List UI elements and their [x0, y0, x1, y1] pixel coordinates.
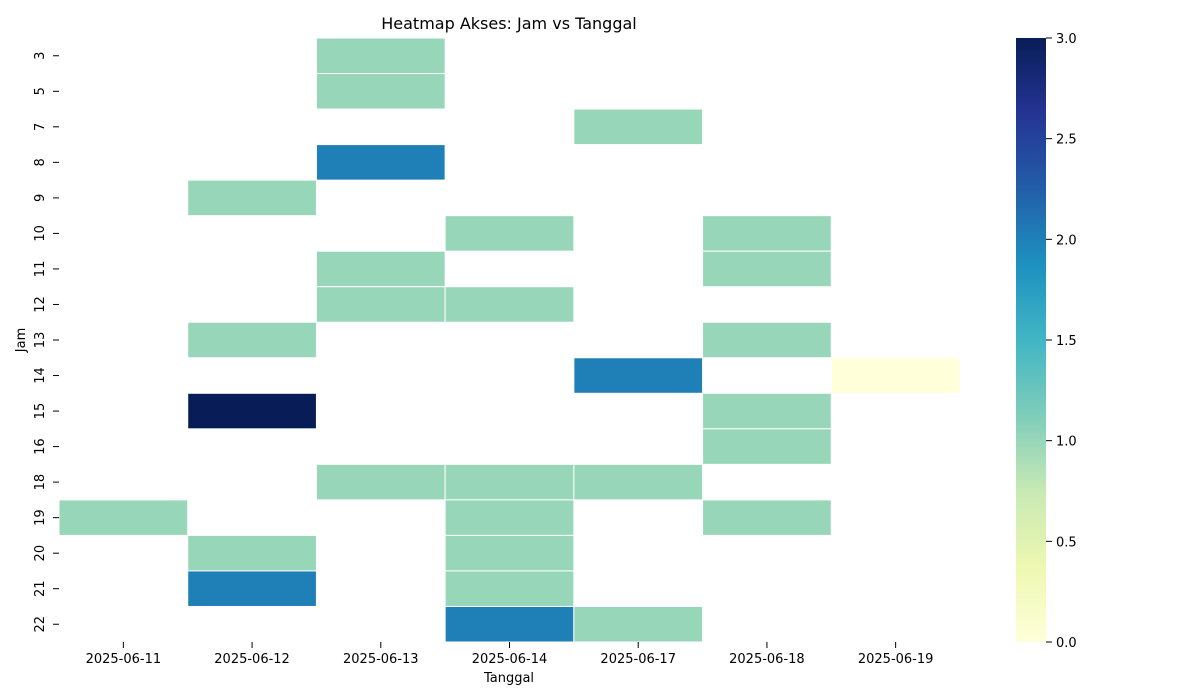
y-tick-label: 7	[33, 123, 48, 131]
heatmap-cell	[444, 215, 575, 252]
y-tick-label: 20	[33, 545, 48, 562]
colorbar-tick-label: 0.0	[1056, 636, 1077, 651]
heatmap-cell	[444, 499, 575, 536]
colorbar-tick-label: 1.0	[1056, 435, 1077, 450]
y-tick-label: 21	[33, 580, 48, 597]
colorbar-ticks: 0.0 0.5 1.0 1.5 2.0 2.5 3.0	[1046, 32, 1077, 651]
heatmap-cell	[444, 534, 575, 572]
heatmap-cell	[187, 570, 317, 607]
heatmap-cell	[315, 250, 446, 288]
heatmap-cell	[573, 357, 704, 394]
y-tick-label: 13	[33, 332, 48, 349]
heatmap-cell	[702, 321, 832, 359]
heatmap-cell	[315, 463, 446, 501]
heatmap-cell	[315, 73, 446, 110]
heatmap-cell	[702, 215, 832, 252]
x-tick-label: 2025-06-12	[214, 652, 290, 667]
heatmap-cells	[58, 37, 961, 643]
heatmap-cell	[702, 499, 832, 536]
y-tick-label: 14	[33, 367, 48, 384]
y-tick-label: 5	[33, 87, 48, 95]
heatmap-cell	[573, 108, 704, 146]
y-axis-label: Jam	[14, 328, 29, 353]
colorbar-tick-label: 2.0	[1056, 233, 1077, 248]
x-axis-label: Tanggal	[483, 671, 534, 686]
y-tick-label: 11	[33, 261, 48, 278]
heatmap-cell	[702, 250, 832, 288]
heatmap-cell	[573, 463, 704, 501]
x-tick-label: 2025-06-17	[600, 652, 676, 667]
heatmap-cell	[444, 570, 575, 607]
heatmap-cell	[315, 144, 446, 181]
x-tick-label: 2025-06-14	[472, 652, 548, 667]
chart-title: Heatmap Akses: Jam vs Tanggal	[381, 14, 637, 33]
heatmap-cell	[444, 463, 575, 501]
y-tick-label: 9	[33, 194, 48, 202]
x-tick-label: 2025-06-13	[343, 652, 419, 667]
heatmap-cell	[187, 392, 317, 430]
y-tick-label: 8	[33, 158, 48, 166]
colorbar-tick-label: 1.5	[1056, 334, 1077, 349]
x-tick-label: 2025-06-11	[86, 652, 162, 667]
colorbar	[1016, 38, 1046, 642]
y-tick-label: 10	[33, 225, 48, 242]
heatmap-cell	[573, 605, 704, 643]
x-axis-ticks: 2025-06-11 2025-06-12 2025-06-13 2025-06-14…	[86, 642, 934, 667]
heatmap-cell	[315, 37, 446, 75]
y-tick-label: 16	[33, 438, 48, 455]
heatmap-cell	[315, 286, 446, 323]
heatmap-cell	[444, 605, 575, 643]
y-tick-label: 22	[33, 616, 48, 633]
x-tick-label: 2025-06-19	[858, 652, 934, 667]
x-tick-label: 2025-06-18	[729, 652, 805, 667]
colorbar-tick-label: 0.5	[1056, 535, 1077, 550]
y-tick-label: 12	[33, 296, 48, 313]
heatmap-cell	[187, 179, 317, 217]
y-axis-ticks: 3 5 7 8 9 10 11 12 13 14 15 16 18 19 20 21 22	[33, 52, 59, 633]
colorbar-tick-label: 2.5	[1056, 133, 1077, 148]
y-tick-label: 15	[33, 403, 48, 420]
y-tick-label: 3	[33, 52, 48, 60]
colorbar-tick-label: 3.0	[1056, 32, 1077, 47]
y-tick-label: 18	[33, 474, 48, 491]
heatmap-cell	[702, 428, 832, 465]
heatmap-cell	[444, 286, 575, 323]
heatmap-cell	[187, 534, 317, 572]
heatmap-cell	[187, 321, 317, 359]
heatmap-cell	[58, 499, 189, 536]
heatmap-cell	[830, 357, 961, 394]
heatmap-cell	[702, 392, 832, 430]
y-tick-label: 19	[33, 509, 48, 526]
